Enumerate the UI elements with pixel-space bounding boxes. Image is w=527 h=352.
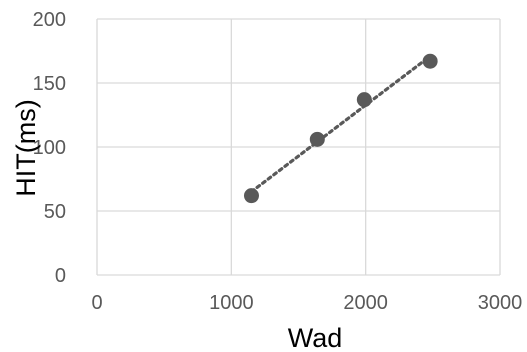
x-axis-title: Wad bbox=[288, 323, 343, 352]
x-tick-label: 0 bbox=[91, 292, 102, 314]
trendline bbox=[249, 54, 432, 194]
y-tick-label: 100 bbox=[33, 137, 66, 159]
data-point bbox=[422, 53, 438, 69]
y-tick-label: 150 bbox=[33, 73, 66, 95]
data-point bbox=[243, 188, 259, 204]
y-tick-label: 50 bbox=[44, 201, 66, 223]
y-tick-label: 200 bbox=[33, 9, 66, 31]
x-tick-label: 2000 bbox=[343, 292, 388, 314]
x-tick-label: 1000 bbox=[209, 292, 254, 314]
x-tick-label: 3000 bbox=[478, 292, 523, 314]
data-point bbox=[356, 92, 372, 108]
data-point bbox=[309, 131, 325, 147]
y-tick-label: 0 bbox=[55, 265, 66, 287]
y-axis-title: HIT(ms) bbox=[11, 99, 41, 196]
data-points bbox=[243, 53, 438, 204]
grid bbox=[96, 18, 501, 276]
